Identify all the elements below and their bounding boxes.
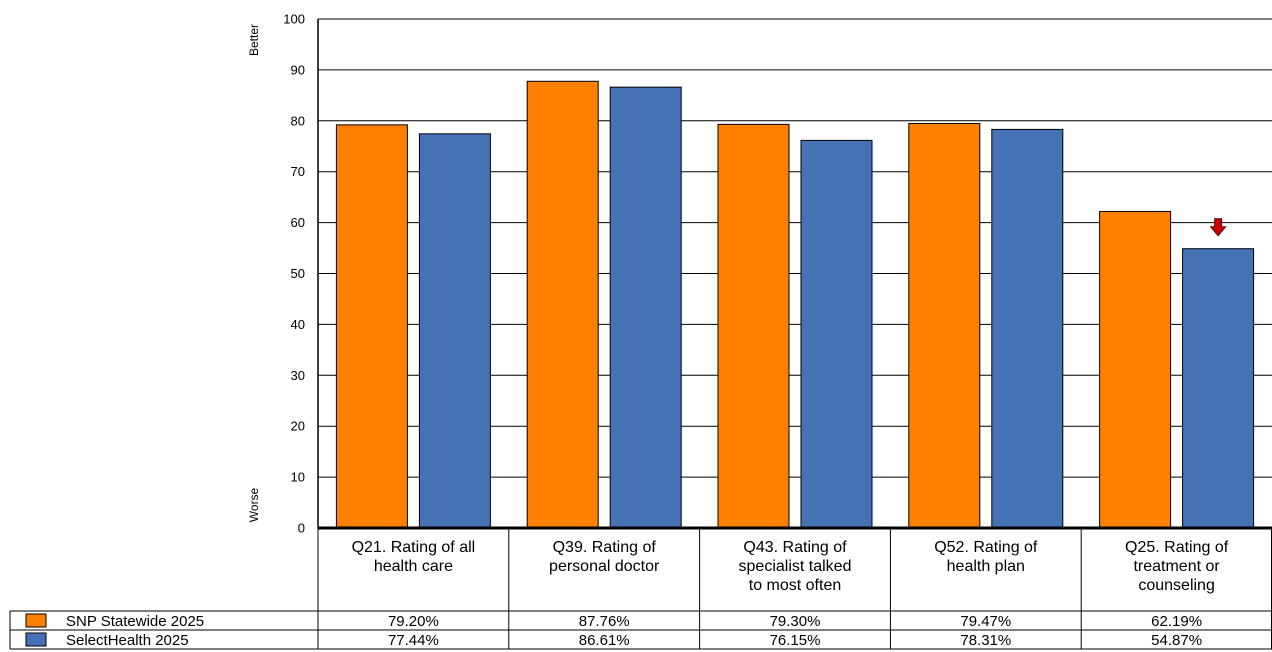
bar-series2 [991,128,1064,529]
y-tick-label: 10 [291,470,305,485]
table-cell-value: 79.20% [388,613,439,630]
bars [335,80,1255,529]
legend-label: SelectHealth 2025 [66,632,189,649]
category-label-line: Q43. Rating of [743,539,847,556]
y-tick-label: 50 [291,266,305,281]
category-label-line: Q25. Rating of [1125,539,1229,556]
y-worse-label: Worse [247,487,261,522]
category-label-line: counseling [1138,577,1215,594]
y-tick-label: 40 [291,317,305,332]
category-label-line: health care [374,558,453,575]
y-tick-label: 60 [291,215,305,230]
table-cell-value: 87.76% [579,613,630,630]
y-tick-label: 70 [291,164,305,179]
bar-series2 [609,86,682,529]
y-better-label: Better [247,24,261,56]
category-label-line: specialist talked [739,558,852,575]
significance-markers [1209,218,1227,237]
y-tick-labels: 0 10 20 30 40 50 60 70 80 90 100 [283,12,305,536]
table-cell-value: 79.30% [770,613,821,630]
bar-series2 [418,133,491,529]
table-cell-value: 79.47% [960,613,1011,630]
y-tick-label: 20 [291,419,305,434]
bar-series2 [800,139,873,529]
bar-series1 [908,122,981,529]
table-cell-value: 62.19% [1151,613,1202,630]
data-table: Q21. Rating of all health care Q39. Rating… [9,528,1272,650]
legend-label: SNP Statewide 2025 [66,613,204,630]
category-label: Q39. Rating of personal doctor [549,539,660,575]
y-tick-label: 0 [298,521,305,536]
category-label: Q25. Rating of treatment or counseling [1125,539,1229,594]
category-label-line: Q39. Rating of [553,539,657,556]
bar-series1 [335,124,408,529]
bar-series1 [717,123,790,529]
category-label-line: health plan [947,558,1025,575]
down-arrow-icon [1209,218,1227,237]
table-cell-value: 54.87% [1151,632,1202,649]
bar-series1 [1099,210,1172,529]
category-label: Q21. Rating of all health care [352,539,476,575]
category-label-line: Q52. Rating of [934,539,1038,556]
table-cell-value: 76.15% [770,632,821,649]
table-cell-value: 78.31% [960,632,1011,649]
legend-swatch [25,632,47,647]
category-label-line: treatment or [1133,558,1220,575]
table-cell-value: 86.61% [579,632,630,649]
bar-series2 [1182,248,1255,529]
category-label-line: Q21. Rating of all [352,539,476,556]
y-tick-label: 80 [291,113,305,128]
y-tick-label: 30 [291,368,305,383]
category-label-line: to most often [749,577,842,594]
category-label-line: personal doctor [549,558,660,575]
table-cell-value: 77.44% [388,632,439,649]
legend-swatch [25,613,47,628]
y-tick-label: 90 [291,62,305,77]
axes [317,19,1272,530]
category-label: Q43. Rating of specialist talked to most o… [739,539,852,594]
y-tick-label: 100 [283,12,305,27]
bar-series1 [526,80,599,529]
category-label: Q52. Rating of health plan [934,539,1038,575]
